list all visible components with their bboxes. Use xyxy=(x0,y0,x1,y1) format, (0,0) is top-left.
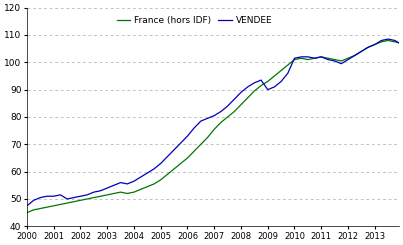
Line: France (hors IDF): France (hors IDF) xyxy=(27,35,403,213)
France (hors IDF) xyxy=(312,57,317,60)
VENDEE xyxy=(25,204,29,207)
France (hors IDF) xyxy=(25,211,29,214)
Legend: France (hors IDF), VENDEE: France (hors IDF), VENDEE xyxy=(113,12,276,28)
VENDEE xyxy=(312,57,317,60)
Line: VENDEE: VENDEE xyxy=(27,27,403,206)
